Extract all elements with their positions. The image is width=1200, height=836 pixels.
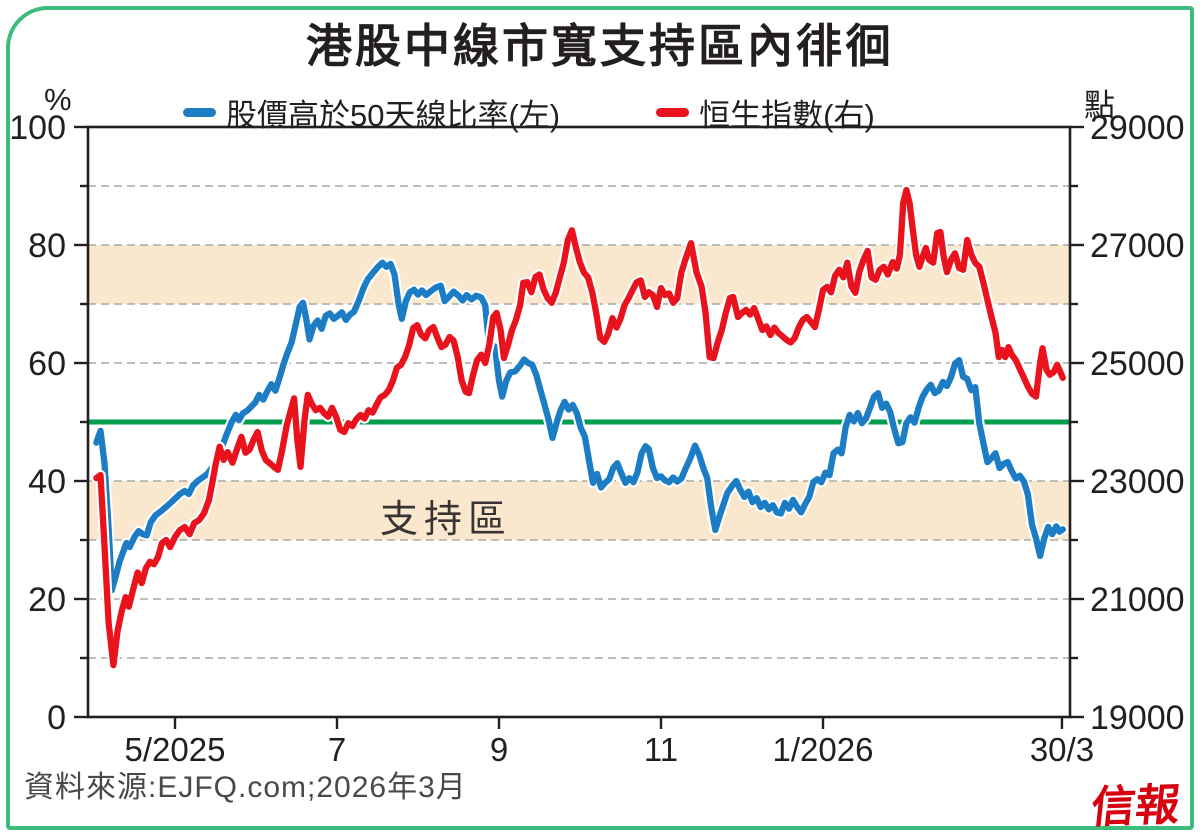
x-axis-tick-label: 5/2025 <box>125 731 226 768</box>
x-axis-tick-label: 30/3 <box>1030 731 1094 768</box>
x-axis-tick-label: 9 <box>490 731 508 768</box>
chart-title: 港股中線市寬支持區內徘徊 <box>306 20 894 72</box>
right-axis-tick-label: 25000 <box>1090 345 1185 383</box>
right-axis-tick-label: 19000 <box>1090 699 1185 737</box>
right-axis-tick-label: 29000 <box>1090 109 1185 147</box>
right-axis-tick-label: 27000 <box>1090 227 1185 265</box>
support-zone-label: 支持區 <box>380 499 513 541</box>
left-axis-tick-label: 20 <box>28 581 66 619</box>
x-axis-tick-label: 1/2026 <box>773 731 874 768</box>
left-axis-tick-label: 40 <box>28 463 66 501</box>
right-axis-tick-label: 23000 <box>1090 463 1185 501</box>
publisher-logo: 信報 <box>1088 779 1183 834</box>
left-axis-tick-label: 100 <box>9 109 66 147</box>
support-band <box>88 481 1070 540</box>
right-axis-tick-label: 21000 <box>1090 581 1185 619</box>
left-axis-unit-label: % <box>44 82 72 117</box>
right-axis-unit-label: 點 <box>1084 88 1115 123</box>
x-axis-tick-label: 11 <box>644 731 678 768</box>
left-axis-tick-label: 0 <box>47 699 66 737</box>
series-line <box>93 186 1066 669</box>
red-line-swatch <box>656 108 690 117</box>
left-axis-tick-label: 60 <box>28 345 66 383</box>
left-axis-tick-label: 80 <box>28 227 66 265</box>
series-line <box>93 259 1066 594</box>
x-axis-tick-label: 7 <box>328 731 346 768</box>
source-note: 資料來源:EJFQ.com;2026年3月 <box>24 771 467 804</box>
blue-line-swatch <box>183 108 216 117</box>
